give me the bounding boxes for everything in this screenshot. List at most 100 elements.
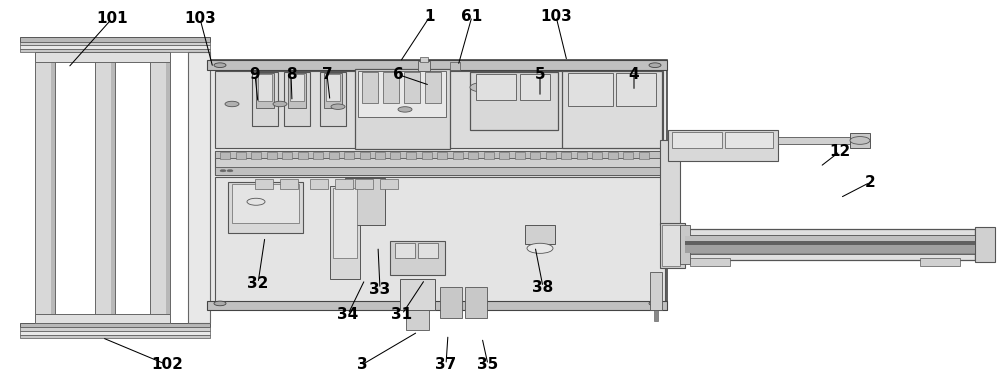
Bar [562,71,662,148]
Bar [298,152,308,159]
Bar [672,132,722,148]
Bar [255,179,273,189]
Bar [256,73,274,108]
Bar [326,74,340,101]
Bar [850,133,870,148]
Bar [111,52,115,323]
Bar [639,152,648,159]
Bar [468,152,478,159]
Circle shape [649,301,661,306]
Bar [320,72,346,126]
Bar [568,73,613,106]
Bar [608,152,618,159]
Bar [465,287,487,318]
Bar [288,73,306,108]
Bar [470,72,558,130]
Text: 33: 33 [369,282,391,296]
Bar [525,225,555,244]
Text: 34: 34 [337,307,359,322]
Bar [418,242,438,258]
Bar [282,152,292,159]
Bar [20,45,210,49]
Bar [660,223,685,268]
Circle shape [225,101,239,107]
Bar [406,310,429,330]
Bar [778,137,853,144]
Bar [51,52,55,323]
Bar [252,72,278,126]
Bar [188,52,210,323]
Bar [422,152,432,159]
Bar [418,61,430,71]
Circle shape [470,83,494,92]
Bar [383,72,399,103]
Bar [576,152,586,159]
Text: 5: 5 [535,67,545,82]
Text: 38: 38 [532,280,554,294]
Bar [20,331,210,335]
Text: 9: 9 [250,67,260,82]
Text: 61: 61 [461,9,483,24]
Bar [680,225,690,264]
Circle shape [214,63,226,68]
Bar [440,287,462,318]
Bar [685,235,975,254]
Circle shape [850,137,870,144]
Bar [251,152,261,159]
Bar [404,72,420,103]
Bar [450,62,460,70]
Bar [546,152,556,159]
Bar [360,152,370,159]
Circle shape [524,87,544,95]
Bar [380,179,398,189]
Bar [476,74,516,100]
Bar [344,152,354,159]
Bar [35,52,55,323]
Text: 103: 103 [540,9,572,24]
Bar [258,74,272,101]
Bar [725,132,773,148]
Bar [232,184,299,223]
Bar [236,152,246,159]
Bar [20,335,210,338]
Bar [499,152,509,159]
Text: 1: 1 [425,9,435,24]
Text: 35: 35 [477,357,499,372]
Bar [616,73,656,106]
Bar [355,179,373,189]
Bar [207,301,667,310]
Bar [345,178,385,225]
Bar [166,52,170,323]
Bar [662,225,680,266]
Bar [690,258,730,266]
Text: 3: 3 [357,357,367,372]
Text: 37: 37 [435,357,457,372]
Bar [623,152,633,159]
Bar [514,152,524,159]
Text: 103: 103 [184,11,216,26]
Bar [95,52,115,323]
Bar [561,152,571,159]
Text: 101: 101 [96,11,128,26]
Text: 2: 2 [865,175,875,190]
Text: 8: 8 [286,67,296,82]
Bar [20,49,210,52]
Bar [313,152,323,159]
Circle shape [331,104,345,109]
Bar [358,71,446,117]
Bar [390,152,400,159]
Bar [333,188,357,258]
Circle shape [649,63,661,68]
Bar [685,236,975,241]
Bar [685,229,975,260]
Bar [20,37,210,42]
Bar [20,327,210,331]
Bar [437,152,447,159]
Text: 7: 7 [322,67,332,82]
Bar [975,227,995,262]
Bar [920,258,960,266]
Circle shape [273,101,287,107]
Bar [530,152,540,159]
Bar [220,152,230,159]
Bar [35,314,170,323]
